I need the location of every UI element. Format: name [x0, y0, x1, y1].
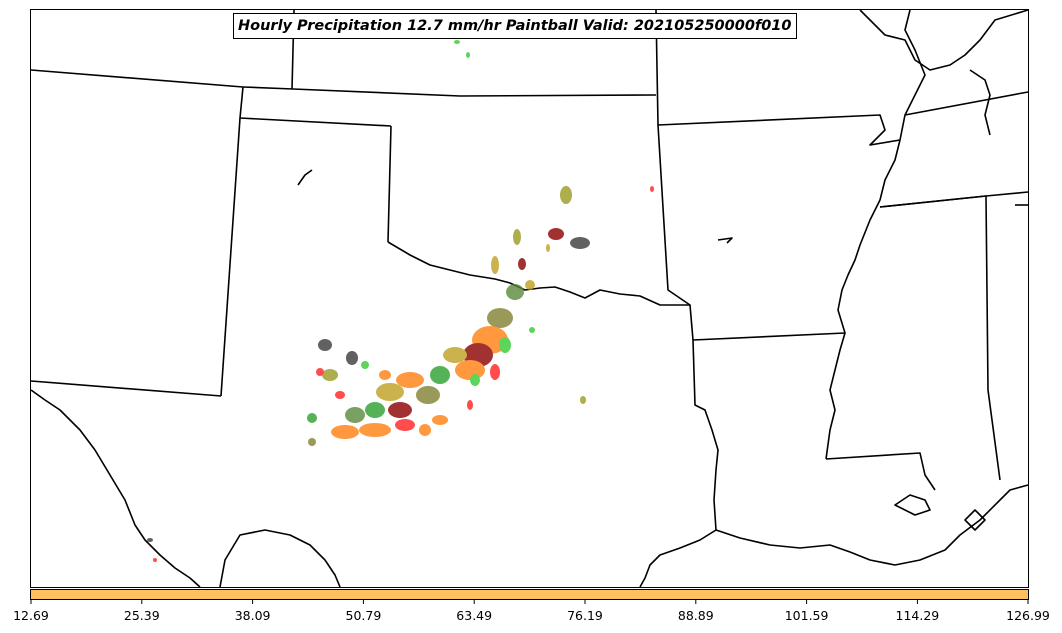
border-la-ms — [825, 452, 936, 491]
texas-coastline — [639, 529, 717, 588]
rio-grande — [30, 389, 201, 588]
border-nm-tx-vertical — [220, 117, 241, 397]
border-ok-ar — [657, 124, 694, 341]
precip-blob — [490, 364, 500, 380]
precip-blob — [548, 228, 564, 240]
colorbar-tick-label: 50.79 — [345, 608, 382, 623]
colorbar-tick-label: 25.39 — [123, 608, 160, 623]
la-coastline — [715, 484, 1029, 566]
paintball-precip — [147, 40, 654, 562]
border-nm-tx-horizontal — [30, 380, 222, 397]
precip-blob — [470, 374, 480, 386]
precip-blob — [650, 186, 654, 192]
colorbar-tick-label: 88.89 — [677, 608, 714, 623]
precip-blob — [379, 370, 391, 380]
precip-blob — [430, 366, 450, 384]
colorbar-tick-label: 76.19 — [567, 608, 603, 623]
river-il-detail — [969, 69, 991, 136]
border-tn-al — [879, 191, 1029, 208]
colorbar-tick-label: 126.99 — [1006, 608, 1050, 623]
precip-blob — [147, 538, 153, 542]
precip-blob — [529, 327, 535, 333]
precip-blob — [307, 413, 317, 423]
colorbar — [30, 589, 1029, 600]
precip-blob — [346, 351, 358, 365]
precip-blob — [580, 396, 586, 404]
mississippi-river — [825, 9, 926, 460]
precip-blob — [335, 391, 345, 399]
precip-blob — [318, 339, 332, 351]
rio-grande-lower — [219, 529, 341, 588]
precip-blob — [513, 229, 521, 245]
state-borders — [30, 9, 1029, 588]
precip-blob — [153, 558, 157, 562]
colorbar-tick-label: 38.09 — [234, 608, 271, 623]
precip-blob — [546, 244, 550, 252]
colorbar-tick-label: 63.49 — [456, 608, 493, 623]
border-il — [859, 9, 1029, 71]
border-mo-ar — [657, 114, 901, 146]
border-ok-tx — [387, 241, 690, 306]
precip-blob — [499, 337, 511, 353]
lake-la — [894, 494, 931, 516]
precip-blob — [376, 383, 404, 401]
precip-blob — [454, 40, 460, 44]
precip-blob — [491, 256, 499, 274]
lake-ms-coast — [964, 509, 986, 531]
precip-blob — [443, 347, 467, 363]
border-tx-la — [692, 339, 719, 531]
border-co-wy-ne — [30, 69, 244, 88]
precip-blob — [316, 368, 324, 376]
precip-blob — [466, 52, 470, 58]
border-co-ks — [387, 125, 392, 243]
precip-blob — [518, 258, 526, 270]
lake-ok — [297, 169, 313, 186]
precip-blob — [365, 402, 385, 418]
precip-blob — [487, 308, 513, 328]
colorbar-ticks — [30, 600, 1029, 604]
map-frame — [30, 9, 1029, 588]
border-ar-la — [692, 332, 846, 341]
precip-blob — [345, 407, 365, 423]
precip-blob — [395, 419, 415, 431]
precip-blob — [388, 402, 412, 418]
precip-blob — [419, 424, 431, 436]
precip-blob — [570, 237, 590, 249]
precip-blob — [455, 360, 485, 380]
precip-blob — [506, 284, 524, 300]
border-ms-tn — [904, 91, 1029, 116]
precip-blob — [416, 386, 440, 404]
precip-blob — [396, 372, 424, 388]
precip-blob — [432, 415, 448, 425]
precip-blob — [525, 280, 535, 290]
colorbar-tick-label: 12.69 — [13, 608, 49, 623]
precip-blob — [322, 369, 338, 381]
lake-ar — [717, 237, 733, 244]
colorbar-tick-label: 101.59 — [784, 608, 829, 623]
precip-blob — [467, 400, 473, 410]
border-ks-ne — [242, 86, 657, 97]
precip-blob — [560, 186, 572, 204]
precip-blob — [361, 361, 369, 369]
precip-blob — [359, 423, 391, 437]
precip-blob — [308, 438, 316, 446]
map-title: Hourly Precipitation 12.7 mm/hr Paintbal… — [233, 13, 797, 39]
colorbar-tick-label: 114.29 — [895, 608, 940, 623]
precip-blob — [331, 425, 359, 439]
